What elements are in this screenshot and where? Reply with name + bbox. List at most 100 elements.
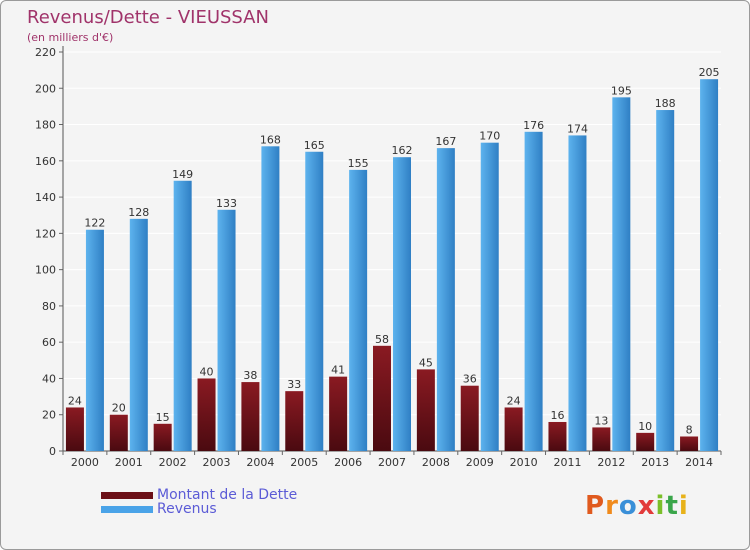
y-tick-label: 60 [42,336,56,349]
y-tick-label: 100 [35,264,56,277]
y-tick-label: 120 [35,227,56,240]
bar-revenus [305,151,324,451]
y-tick-label: 40 [42,372,56,385]
y-tick-label: 0 [49,445,56,458]
y-tick-label: 160 [35,155,56,168]
bar-dette [504,407,523,451]
logo-letter: P [585,491,606,521]
data-label-revenus: 165 [304,139,325,152]
data-label-dette: 10 [638,420,652,433]
x-tick-label: 2014 [685,456,713,469]
bar-revenus [349,169,368,452]
data-label-revenus: 133 [216,197,237,210]
data-label-revenus: 128 [128,206,149,219]
logo-letter: r [605,491,619,521]
bar-revenus [700,79,719,452]
logo-letter: i [678,491,689,521]
x-tick-label: 2008 [422,456,450,469]
legend-swatch-dette [101,491,153,499]
x-tick-label: 2004 [246,456,274,469]
legend-swatch-revenus [101,505,153,513]
bar-dette [416,369,435,451]
data-label-dette: 20 [112,402,126,415]
bar-dette [109,414,128,451]
data-label-revenus: 188 [655,97,676,110]
bar-revenus [480,142,499,451]
legend-label-revenus: Revenus [157,501,217,517]
bar-revenus [568,135,587,451]
bar-revenus [393,157,411,451]
bar-revenus [261,146,280,452]
data-label-dette: 24 [507,394,521,407]
data-label-dette: 58 [375,333,389,346]
bar-dette [680,436,699,451]
data-label-revenus: 170 [479,130,500,143]
bar-dette [329,376,348,451]
data-label-dette: 8 [686,423,693,436]
data-label-revenus: 195 [611,84,632,97]
data-label-dette: 24 [68,394,82,407]
data-label-dette: 41 [331,364,345,377]
bar-revenus [612,97,631,451]
data-label-dette: 45 [419,356,433,369]
data-label-revenus: 174 [567,122,588,135]
y-tick-label: 80 [42,300,56,313]
bar-dette [592,427,611,451]
logo-letter: t [665,491,679,521]
bar-dette [65,407,84,451]
legend-item-dette: Montant de la Dette [101,487,297,503]
x-tick-label: 2005 [290,456,318,469]
proxiti-logo: Proxiti [585,491,689,521]
data-label-dette: 33 [287,378,301,391]
bar-dette [153,423,172,451]
logo-letter: i [655,491,666,521]
bar-revenus [436,148,455,451]
bar-revenus [524,131,543,452]
chart-subtitle: (en milliers d'€) [27,31,114,44]
legend-item-revenus: Revenus [101,501,217,517]
data-label-dette: 15 [156,411,170,424]
x-tick-label: 2011 [553,456,581,469]
data-label-dette: 13 [594,414,608,427]
bar-dette [373,345,391,451]
x-tick-label: 2006 [334,456,362,469]
logo-letter: x [637,491,656,521]
y-tick-label: 140 [35,191,56,204]
data-label-revenus: 149 [172,168,193,181]
x-tick-label: 2009 [466,456,494,469]
bar-revenus [85,229,104,451]
y-tick-label: 20 [42,409,56,422]
bar-dette [460,385,479,451]
data-label-revenus: 168 [260,133,281,146]
data-label-dette: 36 [463,373,477,386]
x-tick-label: 2012 [597,456,625,469]
data-label-dette: 40 [200,365,214,378]
x-tick-label: 2007 [378,456,406,469]
y-tick-label: 200 [35,82,56,95]
bar-dette [285,391,304,451]
x-tick-label: 2001 [115,456,143,469]
bar-revenus [173,180,192,451]
bar-dette [241,382,260,451]
data-label-revenus: 205 [699,66,720,79]
bar-dette [636,432,655,451]
chart-title: Revenus/Dette - VIEUSSAN [27,7,269,28]
x-tick-label: 2000 [71,456,99,469]
data-label-revenus: 167 [435,135,456,148]
x-tick-label: 2010 [510,456,538,469]
bar-dette [548,421,567,451]
data-label-revenus: 176 [523,119,544,132]
data-label-dette: 38 [243,369,257,382]
legend-label-dette: Montant de la Dette [157,487,298,503]
data-label-dette: 16 [550,409,564,422]
bar-revenus [129,218,148,451]
y-tick-label: 220 [35,46,56,59]
logo-letter: o [618,491,638,521]
bar-revenus [656,110,675,451]
bar-revenus [217,209,236,451]
x-tick-label: 2002 [159,456,187,469]
data-label-revenus: 122 [84,217,105,230]
bar-dette [197,378,216,451]
